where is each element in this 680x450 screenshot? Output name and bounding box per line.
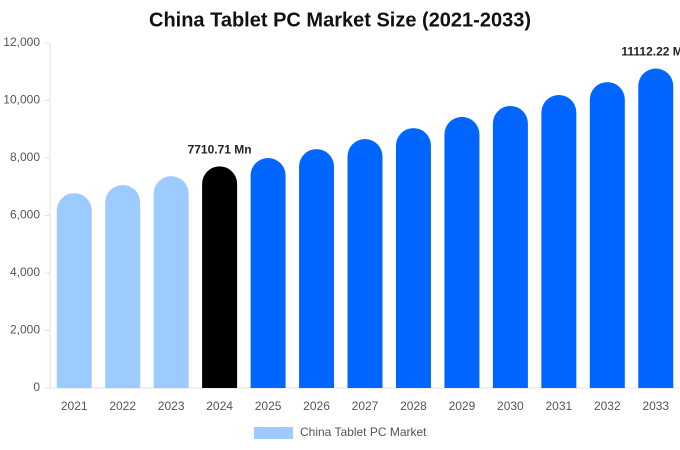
- legend-swatch: [254, 427, 293, 439]
- y-tick-label: 12,000: [3, 35, 40, 49]
- x-tick-label: 2025: [255, 399, 282, 413]
- bar: [105, 185, 141, 388]
- x-tick-label: 2032: [594, 399, 621, 413]
- bar: [638, 68, 674, 388]
- x-tick-label: 2022: [109, 399, 136, 413]
- y-tick-label: 6,000: [10, 208, 40, 222]
- x-tick-label: 2033: [642, 399, 669, 413]
- bar: [347, 139, 383, 388]
- x-tick-label: 2030: [497, 399, 524, 413]
- x-tick-label: 2028: [400, 399, 427, 413]
- x-tick-label: 2031: [545, 399, 572, 413]
- bar: [202, 166, 238, 388]
- bar: [589, 82, 625, 388]
- legend-label: China Tablet PC Market: [300, 425, 427, 439]
- bar: [395, 128, 431, 388]
- y-tick-label: 4,000: [10, 265, 40, 279]
- bar: [492, 105, 528, 388]
- x-tick-label: 2023: [158, 399, 185, 413]
- bar: [56, 193, 92, 388]
- y-tick-label: 0: [33, 380, 40, 394]
- bar: [299, 149, 335, 388]
- value-label: 7710.71 Mn: [188, 142, 252, 156]
- x-tick-label: 2026: [303, 399, 330, 413]
- value-label: 11112.22 Mn: [621, 45, 680, 59]
- bar: [153, 176, 189, 388]
- chart-title: China Tablet PC Market Size (2021-2033): [149, 9, 531, 31]
- x-tick-label: 2027: [352, 399, 379, 413]
- y-tick-label: 10,000: [3, 93, 40, 107]
- y-tick-label: 2,000: [10, 323, 40, 337]
- bar: [541, 95, 577, 389]
- y-tick-label: 8,000: [10, 150, 40, 164]
- x-tick-label: 2029: [449, 399, 476, 413]
- x-tick-label: 2021: [61, 399, 88, 413]
- bar: [444, 116, 480, 388]
- bar: [250, 158, 286, 388]
- x-tick-label: 2024: [206, 399, 233, 413]
